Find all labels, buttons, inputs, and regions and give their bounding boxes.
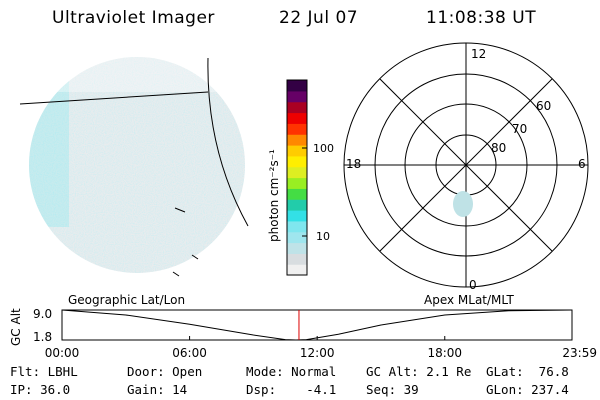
polar-diagonal bbox=[379, 78, 553, 252]
polar-plot: 12 18 6 0 60 70 80 bbox=[343, 42, 589, 292]
colorbar-band bbox=[287, 231, 307, 244]
glat-readout: GLat: 76.8 bbox=[486, 364, 569, 379]
x-tick-label: 00:00 bbox=[45, 346, 80, 360]
mlt-label-6: 6 bbox=[578, 157, 586, 171]
time-label: 11:08:38 UT bbox=[426, 8, 537, 28]
colorbar-band bbox=[287, 177, 307, 189]
colorbar bbox=[287, 80, 307, 276]
x-tick-label: 23:59 bbox=[562, 346, 597, 360]
auroral-spot bbox=[453, 191, 473, 217]
colorbar-band bbox=[287, 145, 307, 157]
colorbar-tick-label-10: 10 bbox=[316, 230, 330, 243]
colorbar-band bbox=[287, 199, 307, 211]
y-tick-label: 1.8 bbox=[33, 330, 52, 344]
mode-readout: Mode: Normal bbox=[246, 364, 337, 379]
colorbar-band bbox=[287, 80, 307, 92]
glon-readout: GLon: 237.4 bbox=[486, 382, 569, 397]
colorbar-band bbox=[287, 134, 307, 146]
coast-fragment bbox=[191, 254, 199, 260]
gc-alt-readout: GC Alt: 2.1 Re bbox=[366, 364, 472, 379]
coast-fragment bbox=[172, 271, 180, 277]
alt-series-line bbox=[61, 309, 573, 341]
colorbar-unit-label: photon cm⁻²s⁻¹ bbox=[267, 149, 281, 242]
polar-panel-label: Apex MLat/MLT bbox=[424, 293, 514, 307]
colorbar-band bbox=[287, 90, 307, 103]
colorbar-band bbox=[287, 155, 307, 168]
gain-readout: Gain: 14 bbox=[127, 382, 188, 397]
door-readout: Door: Open bbox=[127, 364, 203, 379]
colorbar-frame bbox=[286, 79, 308, 276]
gc-alt-axis-label: GC Alt bbox=[9, 308, 23, 346]
seq-readout: Seq: 39 bbox=[366, 382, 419, 397]
colorbar-band bbox=[287, 188, 307, 200]
instrument-title: Ultraviolet Imager bbox=[52, 8, 215, 28]
colorbar-band bbox=[287, 210, 307, 222]
geo-image bbox=[19, 57, 249, 277]
ip-readout: IP: 36.0 bbox=[10, 382, 71, 397]
colorbar-band bbox=[287, 253, 307, 265]
filter-readout: Flt: LBHL bbox=[10, 364, 78, 379]
colorbar-tick-label-100: 100 bbox=[313, 142, 334, 155]
colorbar-band bbox=[287, 264, 307, 276]
lat-grid-line bbox=[19, 91, 209, 105]
mlt-label-12: 12 bbox=[471, 47, 486, 61]
dayside-glow bbox=[29, 57, 69, 227]
lat-label-60: 60 bbox=[536, 99, 551, 113]
alt-x-ticks: 00:00 06:00 12:00 18:00 23:59 bbox=[45, 336, 597, 360]
mlt-label-18: 18 bbox=[346, 157, 361, 171]
coastline-line bbox=[207, 57, 249, 227]
colorbar-band bbox=[287, 166, 307, 179]
colorbar-band bbox=[287, 112, 307, 124]
geo-panel-label: Geographic Lat/Lon bbox=[68, 293, 185, 307]
lat-label-80: 80 bbox=[491, 141, 506, 155]
coast-fragment bbox=[174, 207, 186, 213]
mlt-label-0: 0 bbox=[469, 278, 477, 292]
lat-label-70: 70 bbox=[512, 122, 527, 136]
x-tick-label: 18:00 bbox=[427, 346, 462, 360]
alt-plot-frame bbox=[61, 309, 573, 341]
alt-plot bbox=[61, 309, 573, 341]
x-tick-label: 06:00 bbox=[172, 346, 207, 360]
colorbar-band bbox=[287, 123, 307, 135]
dsp-readout: Dsp: -4.1 bbox=[246, 382, 337, 397]
y-tick-label: 9.0 bbox=[33, 307, 52, 321]
x-tick-label: 12:00 bbox=[300, 346, 335, 360]
colorbar-band bbox=[287, 101, 307, 114]
colorbar-band bbox=[287, 220, 307, 233]
date-label: 22 Jul 07 bbox=[279, 8, 359, 28]
limb-fade bbox=[29, 57, 245, 92]
colorbar-band bbox=[287, 242, 307, 254]
